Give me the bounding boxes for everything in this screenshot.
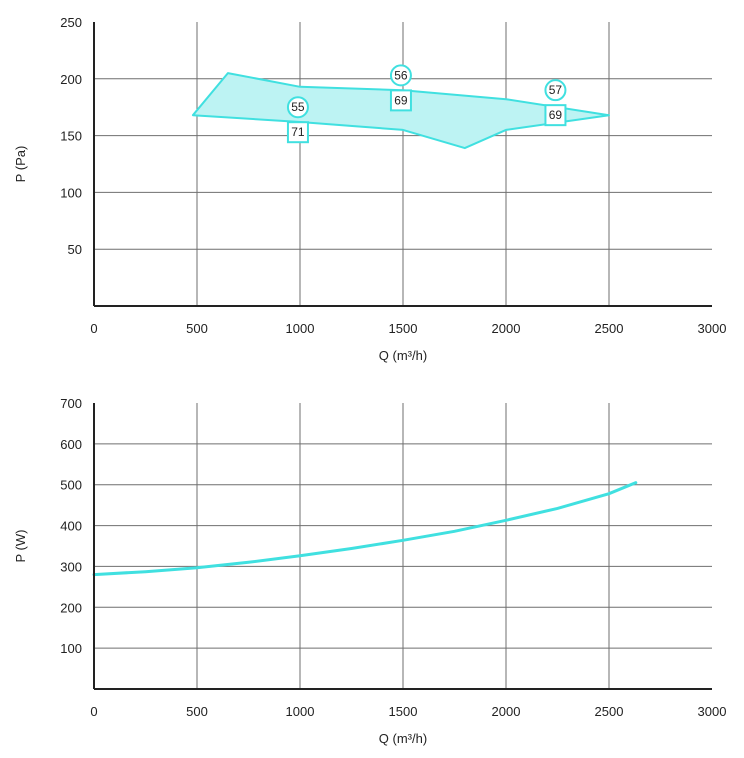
x-tick-label: 2500 (595, 321, 624, 336)
x-tick-label: 2000 (492, 704, 521, 719)
x-axis-title: Q (m³/h) (379, 348, 427, 363)
x-tick-label: 500 (186, 321, 208, 336)
sound-level-label: 71 (291, 125, 305, 139)
x-tick-label: 500 (186, 704, 208, 719)
x-tick-label: 3000 (698, 321, 727, 336)
y-axis-title: P (Pa) (13, 146, 28, 183)
x-tick-label: 3000 (698, 704, 727, 719)
sound-level-circle-marker (286, 96, 309, 119)
x-tick-label: 0 (90, 704, 97, 719)
pressure-chart: 55 71 56 69 57 69 0 500 1000 1500 2000 2500 3000 50 10… (13, 15, 726, 363)
y-tick-label: 200 (60, 72, 82, 87)
y-tick-label: 700 (60, 396, 82, 411)
power-chart: 0 500 1000 1500 2000 2500 3000 100 200 300 400 500 6… (13, 396, 726, 746)
power-curve-line (92, 481, 638, 577)
x-tick-label: 1000 (286, 704, 315, 719)
y-tick-label: 300 (60, 559, 82, 574)
sound-level-square-marker (544, 104, 567, 127)
x-axis-title: Q (m³/h) (379, 731, 427, 746)
sound-level-square-marker (286, 121, 309, 144)
y-tick-label: 200 (60, 600, 82, 615)
y-tick-label: 50 (68, 242, 82, 257)
y-tick-label: 250 (60, 15, 82, 30)
sound-level-circle-marker (389, 64, 412, 87)
x-tick-label: 2500 (595, 704, 624, 719)
sound-level-square-marker (389, 89, 412, 112)
x-tick-label: 1500 (389, 704, 418, 719)
y-tick-label: 500 (60, 478, 82, 493)
x-tick-label: 2000 (492, 321, 521, 336)
y-axis-title: P (W) (13, 530, 28, 563)
y-tick-label: 400 (60, 519, 82, 534)
sound-level-label: 69 (394, 93, 408, 107)
x-tick-label: 1500 (389, 321, 418, 336)
y-tick-label: 100 (60, 641, 82, 656)
sound-level-label: 55 (291, 100, 305, 114)
x-tick-label: 1000 (286, 321, 315, 336)
y-tick-label: 150 (60, 129, 82, 144)
y-tick-label: 100 (60, 185, 82, 200)
sound-level-label: 69 (549, 108, 563, 122)
x-tick-label: 0 (90, 321, 97, 336)
y-tick-label: 600 (60, 437, 82, 452)
sound-level-circle-marker (544, 79, 567, 102)
sound-level-label: 57 (549, 83, 563, 97)
sound-level-label: 56 (394, 68, 408, 82)
